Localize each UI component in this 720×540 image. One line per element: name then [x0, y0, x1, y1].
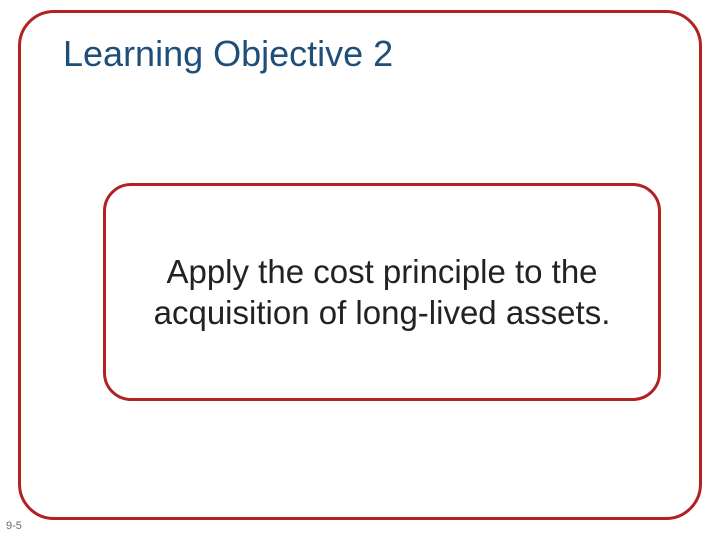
- content-box: Apply the cost principle to the acquisit…: [103, 183, 661, 401]
- body-text: Apply the cost principle to the acquisit…: [136, 251, 628, 334]
- page-number: 9-5: [6, 520, 22, 532]
- slide-title: Learning Objective 2: [63, 33, 393, 75]
- slide-frame: Learning Objective 2 Apply the cost prin…: [18, 10, 702, 520]
